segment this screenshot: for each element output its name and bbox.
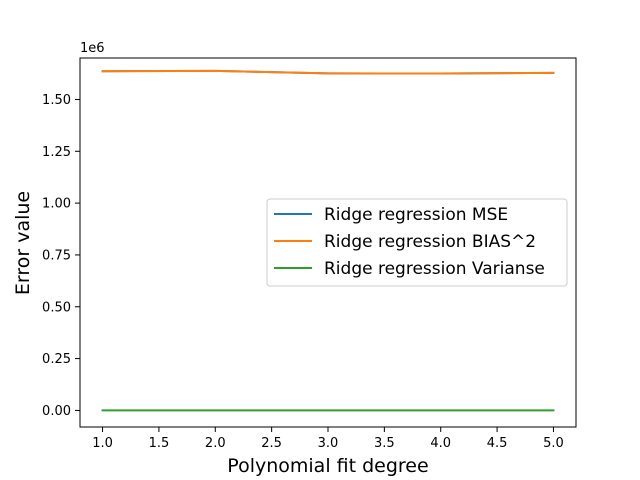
- y-axis-ticks: 0.00 0.25 0.50 0.75 1.00 1.25 1.50: [42, 93, 80, 419]
- y-tick-label: 0.25: [42, 352, 71, 367]
- y-offset-label: 1e6: [80, 41, 105, 56]
- x-tick-label: 1.5: [149, 436, 170, 451]
- y-tick-label: 1.00: [42, 197, 71, 212]
- series-line: [101, 69, 555, 75]
- x-tick-label: 2.0: [205, 436, 226, 451]
- legend-box: [266, 198, 568, 287]
- x-tick-label: 4.0: [430, 436, 451, 451]
- legend-label: Ridge regression BIAS^2: [324, 232, 536, 252]
- legend-label: Ridge regression Varianse: [324, 259, 545, 279]
- y-axis-label: Error value: [12, 191, 34, 295]
- legend-label: Ridge regression MSE: [324, 205, 508, 225]
- y-tick-label: 0.75: [42, 248, 71, 263]
- x-axis-ticks: 1.0 1.5 2.0 2.5 3.0 3.5 4.0 4.5 5.0: [92, 427, 564, 451]
- legend: Ridge regression MSE Ridge regression BIA…: [266, 198, 568, 287]
- y-tick-label: 1.25: [42, 145, 71, 160]
- x-axis-label: Polynomial fit degree: [227, 455, 428, 477]
- x-tick-label: 2.5: [261, 436, 282, 451]
- x-tick-label: 1.0: [92, 436, 113, 451]
- y-tick-label: 0.00: [42, 404, 71, 419]
- y-tick-label: 1.50: [42, 93, 71, 108]
- x-tick-label: 3.5: [374, 436, 395, 451]
- plot-frame: [79, 57, 577, 428]
- x-tick-label: 5.0: [543, 436, 564, 451]
- y-tick-label: 0.50: [42, 300, 71, 315]
- x-tick-label: 3.0: [318, 436, 339, 451]
- series-layer: [101, 69, 555, 412]
- x-tick-label: 4.5: [487, 436, 508, 451]
